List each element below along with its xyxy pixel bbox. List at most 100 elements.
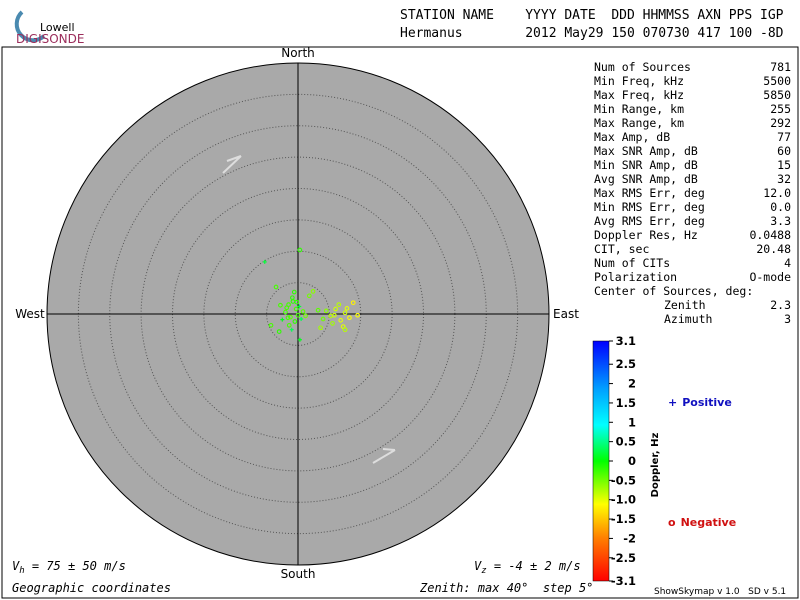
colorbar-tick-label: 2 [628,377,636,391]
colorbar-tick-label: 1 [628,415,636,429]
stat-value: 20.48 [756,242,791,256]
stat-label: Max RMS Err, deg [594,186,705,200]
stat-label: Min RMS Err, deg [594,200,705,214]
direction-label: North [281,46,315,60]
colorbar-tick-label: 3.1 [616,334,636,348]
source-point [273,284,279,290]
stats-table: Num of Sources 781 Min Freq, kHz 5500 Max Fr… [594,60,791,326]
stat-value: 0.0 [770,200,791,214]
source-point [297,337,302,342]
stat-value: 292 [770,116,791,130]
source-point [342,310,348,316]
stat-label: Num of Sources [594,60,691,74]
colorbar-tick-label: -2.5 [611,551,636,565]
direction-label: West [15,307,45,321]
colorbar-tick-label: 0 [628,454,636,468]
colorbar-label: Doppler, Hz [650,433,661,498]
stat-group-label: Center of Sources, deg: [594,284,753,298]
legend-label: Positive [682,396,732,409]
vh-symbol: V [12,559,20,573]
stat-label: Min Range, km [594,102,684,116]
colorbar-tick-label: -2 [623,531,636,545]
stat-value: 0.0488 [749,228,791,242]
colorbar: 3.1 2.5 2 1.5 1 0.5 0 -0.5 -1.0 -1.5 -2 -2.5 -3.1 Dop… [592,334,736,588]
source-point [315,307,321,313]
source-point [286,322,292,328]
source-point [330,321,335,326]
stat-label: Avg RMS Err, deg [594,214,705,228]
source-point [318,325,323,331]
stat-label: Azimuth [664,312,712,326]
coords-annotation: Geographic coordinates [12,581,171,595]
source-point [262,259,267,264]
colorbar-tick-label: 0.5 [616,435,636,449]
colorbar-tick-label: -1.0 [611,493,636,507]
vh-sub: h [19,566,24,576]
direction-label: East [553,307,579,321]
stat-value: 5850 [763,88,791,102]
stat-value: 3 [784,312,791,326]
colorbar-tick-label: -1.5 [611,512,636,526]
stat-value: 255 [770,102,791,116]
stat-value: 12.0 [763,186,791,200]
source-point [323,308,329,314]
legend-symbol: + [668,396,677,409]
source-point [268,322,274,328]
stat-value: 781 [770,60,791,74]
stat-value: 3.3 [770,214,791,228]
vh-text: = 75 ± 50 m/s [25,559,126,573]
colorbar-scale [592,340,610,582]
vz-symbol: V [474,559,482,573]
source-point [299,317,304,322]
source-point [347,315,352,321]
source-point [285,315,291,321]
source-point [306,293,312,299]
sky-plot: North South West East [15,46,579,581]
stat-label: Zenith [664,298,706,312]
source-point [320,316,326,322]
source-point [344,306,350,311]
source-point [295,312,301,318]
source-point [333,306,339,312]
source-point [332,312,337,318]
source-point [284,305,290,311]
stat-value: 15 [777,158,791,172]
source-point [283,309,288,315]
source-point [300,309,306,314]
vz-annotation: Vz = -4 ± 2 m/s [474,559,581,576]
stat-value: 4 [784,256,791,270]
stat-value: 77 [777,130,791,144]
footer: ShowSkymap v 1.0 SD v 5.1 [654,587,786,597]
stat-label: Max Range, km [594,116,684,130]
legend-entry: + Positive [668,396,732,409]
source-point [290,295,295,301]
source-point [288,314,293,320]
stat-label: Doppler Res, Hz [594,228,698,242]
stat-label: Max Amp, dB [594,130,670,144]
velocity-arrow [372,448,396,464]
velocity-arrow [222,155,242,174]
source-point [293,306,299,312]
source-point [292,319,298,324]
direction-label: South [281,567,316,581]
colorbar-tick-label: 2.5 [616,357,636,371]
stat-label: Avg SNR Amp, dB [594,172,698,186]
colorbar-tick-label: -3.1 [611,574,636,588]
source-point [342,327,348,333]
logo-bottom: DIGISONDE [16,32,84,46]
stat-value: 5500 [763,74,791,88]
stat-label: Max SNR Amp, dB [594,144,698,158]
source-point [276,329,282,334]
source-point [294,299,300,305]
colorbar-tick-label: 1.5 [616,396,636,410]
source-point [310,289,316,294]
source-point [278,302,283,308]
source-point [355,312,360,318]
source-point [350,300,356,306]
source-point [336,302,342,307]
stat-value: 2.3 [770,298,791,312]
stat-label: Min SNR Amp, dB [594,158,698,172]
vh-annotation: Vh = 75 ± 50 m/s [12,559,126,576]
logo-arc [14,10,46,43]
source-point [338,317,344,323]
